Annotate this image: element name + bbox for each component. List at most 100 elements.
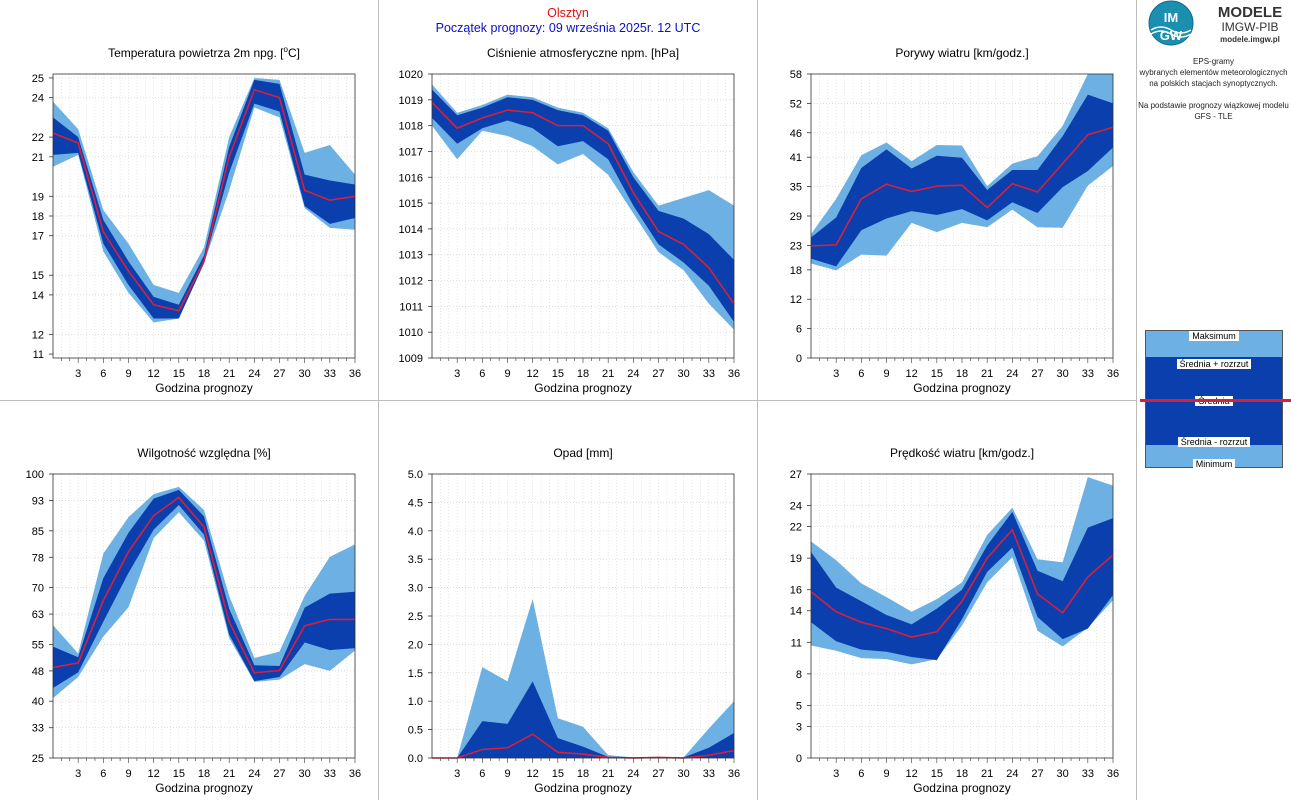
x-tick-label: 27: [1031, 768, 1043, 780]
y-tick-label: 0.0: [408, 753, 423, 765]
imgw-logo[interactable]: IM GW MODELE IMGW-PIB modele.imgw.pl: [1141, 0, 1291, 48]
y-tick-label: 11: [791, 637, 802, 649]
x-tick-label: 30: [678, 768, 690, 780]
side-description: EPS-gramy wybranych elementów meteorolog…: [1136, 56, 1291, 122]
x-tick-label: 33: [1082, 768, 1094, 780]
x-tick-label: 27: [273, 768, 285, 780]
legend-mean-line: [1140, 399, 1291, 402]
y-tick-label: 2.0: [408, 639, 423, 651]
y-tick-label: 40: [32, 696, 44, 708]
y-tick-label: 1.0: [408, 696, 423, 708]
x-tick-label: 27: [273, 368, 285, 380]
x-tick-label: 15: [552, 768, 564, 780]
y-tick-label: 1014: [399, 224, 423, 236]
x-tick-label: 6: [100, 768, 106, 780]
x-axis-label: Godzina prognozy: [534, 381, 631, 395]
series-mean-line: [52, 88, 356, 312]
x-axis-label: Godzina prognozy: [913, 781, 1010, 795]
x-tick-label: 33: [1082, 368, 1094, 380]
x-tick-label: 36: [349, 368, 361, 380]
y-tick-label: 21: [32, 152, 44, 164]
x-tick-label: 21: [981, 368, 993, 380]
x-tick-label: 27: [652, 768, 664, 780]
y-tick-label: 1017: [399, 146, 423, 158]
side-line: GFS - TLE: [1194, 112, 1233, 121]
y-tick-label: 2.5: [408, 611, 423, 623]
x-tick-label: 12: [527, 368, 539, 380]
legend-upper-label: Średnia + rozrzut: [1176, 359, 1252, 369]
x-tick-label: 6: [858, 768, 864, 780]
x-tick-label: 33: [324, 368, 336, 380]
y-tick-label: 4.5: [408, 497, 423, 509]
y-tick-label: 23: [790, 240, 802, 252]
y-tick-label: 3.5: [408, 554, 423, 566]
logo-graphic: IM GW MODELE IMGW-PIB modele.imgw.pl: [1148, 0, 1282, 46]
y-tick-label: 1020: [399, 69, 423, 81]
x-tick-label: 21: [602, 368, 614, 380]
x-tick-label: 12: [148, 368, 160, 380]
x-tick-label: 15: [931, 768, 943, 780]
y-tick-label: 1011: [399, 301, 423, 313]
series-minmax-band: [432, 598, 734, 758]
x-tick-label: 9: [883, 368, 889, 380]
x-tick-label: 12: [148, 768, 160, 780]
y-tick-label: 52: [790, 98, 802, 110]
svg-text:IM: IM: [1164, 10, 1178, 25]
chart-svg: Temperatura powietrza 2m npg. [oC] 11 12 14…: [32, 45, 361, 395]
y-tick-label: 6: [796, 324, 802, 336]
y-tick-label: 29: [790, 211, 802, 223]
y-tick-label: 14: [32, 290, 44, 302]
y-tick-label: 14: [790, 606, 802, 618]
brand-url: modele.imgw.pl: [1220, 35, 1280, 44]
x-tick-label: 9: [883, 768, 889, 780]
legend-min-band: [1146, 445, 1282, 467]
y-tick-label: 1015: [399, 198, 423, 210]
y-tick-label: 18: [32, 211, 44, 223]
x-tick-label: 15: [552, 368, 564, 380]
x-axis-label: Godzina prognozy: [155, 781, 252, 795]
y-tick-label: 48: [32, 666, 44, 678]
x-tick-label: 12: [527, 768, 539, 780]
forecast-header: Olsztyn Początek prognozy: 09 września 2…: [378, 6, 758, 36]
x-tick-label: 21: [981, 768, 993, 780]
x-tick-label: 24: [627, 768, 639, 780]
x-tick-label: 18: [577, 768, 589, 780]
y-tick-label: 85: [32, 526, 44, 538]
x-tick-label: 18: [198, 368, 210, 380]
humidity-chart: Wilgotność względna [%] 25 33 40 48 55 63 70 78 8…: [0, 440, 378, 800]
y-tick-label: 5.0: [408, 469, 423, 481]
y-tick-label: 8: [796, 669, 802, 681]
y-tick-label: 1013: [399, 250, 423, 262]
y-tick-label: 4.0: [408, 526, 423, 538]
y-tick-label: 17: [32, 231, 44, 243]
x-axis-label: Godzina prognozy: [913, 381, 1010, 395]
x-tick-label: 15: [173, 368, 185, 380]
y-tick-label: 46: [790, 128, 802, 140]
chart-svg: Wilgotność względna [%]25334048556370788…: [26, 446, 361, 795]
x-tick-label: 21: [223, 768, 235, 780]
x-tick-label: 33: [703, 368, 715, 380]
x-tick-label: 3: [833, 368, 839, 380]
y-tick-label: 1019: [399, 95, 423, 107]
y-tick-label: 33: [32, 723, 44, 735]
y-tick-label: 3.0: [408, 583, 423, 595]
x-tick-label: 6: [479, 768, 485, 780]
side-line: wybranych elementów meteorologicznych: [1139, 68, 1288, 77]
y-tick-label: 27: [790, 469, 802, 481]
y-tick-label: 1009: [399, 353, 423, 365]
x-tick-label: 36: [349, 768, 361, 780]
y-tick-label: 93: [32, 496, 44, 508]
x-tick-label: 24: [1006, 768, 1018, 780]
y-tick-label: 5: [796, 700, 802, 712]
side-line: EPS-gramy: [1193, 57, 1234, 66]
chart-title: Temperatura powietrza 2m npg. [oC]: [108, 45, 300, 60]
temperature-chart: Temperatura powietrza 2m npg. [oC] 11 12 14…: [0, 40, 378, 400]
series-spread-band: [811, 511, 1113, 661]
x-tick-label: 3: [454, 768, 460, 780]
brand-subtitle: IMGW-PIB: [1221, 20, 1278, 34]
x-tick-label: 9: [504, 768, 510, 780]
y-tick-label: 55: [32, 639, 44, 651]
x-tick-label: 18: [577, 368, 589, 380]
x-tick-label: 33: [703, 768, 715, 780]
y-tick-label: 12: [790, 294, 802, 306]
